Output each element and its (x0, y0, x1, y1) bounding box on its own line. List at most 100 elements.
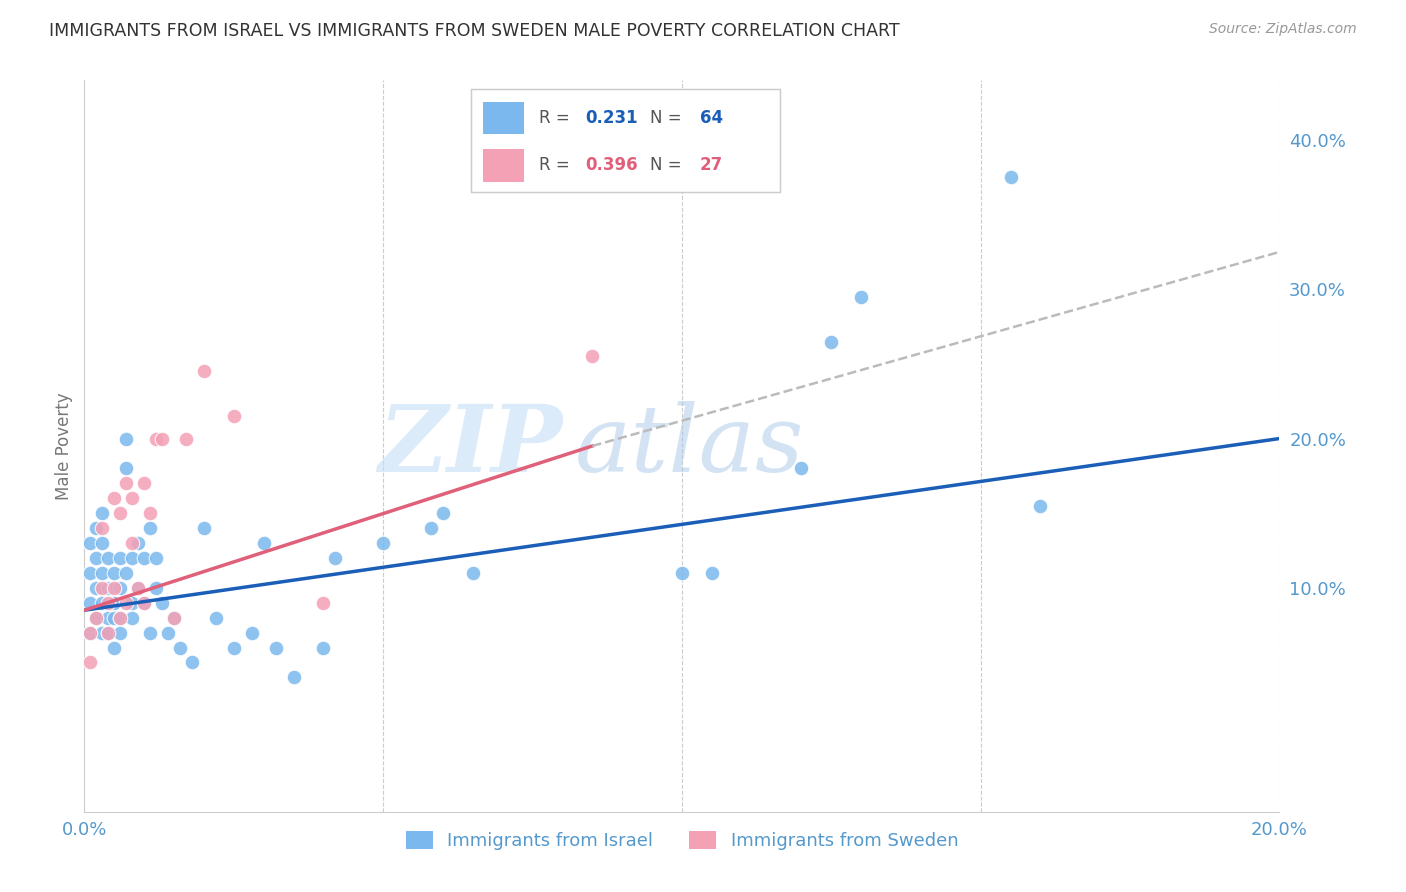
Point (103, 491, 125, 506)
Point (205, 610, 228, 624)
Point (264, 640, 287, 655)
Point (91, 536, 114, 550)
Point (163, 610, 186, 624)
Text: Source: ZipAtlas.com: Source: ZipAtlas.com (1209, 22, 1357, 37)
Point (97, 596, 120, 610)
Point (222, 409, 245, 424)
Point (139, 625, 162, 640)
Point (91, 596, 114, 610)
Point (110, 581, 132, 595)
Point (1000, 170, 1022, 185)
Point (222, 640, 245, 655)
Point (115, 566, 138, 580)
Point (461, 566, 484, 580)
Point (420, 521, 443, 535)
Point (110, 506, 132, 520)
Point (169, 640, 191, 655)
Point (150, 432, 173, 446)
Point (115, 432, 138, 446)
Point (139, 506, 162, 520)
Point (671, 566, 693, 580)
Point (79, 536, 101, 550)
Text: N =: N = (651, 109, 688, 127)
Point (91, 581, 114, 595)
Point (581, 350, 603, 364)
Point (103, 610, 125, 624)
Point (312, 640, 335, 655)
Point (121, 551, 143, 566)
Point (110, 610, 132, 624)
Point (91, 506, 114, 520)
Point (174, 432, 197, 446)
Text: 0.396: 0.396 (585, 156, 638, 174)
Point (312, 596, 335, 610)
Point (139, 521, 162, 535)
Text: 64: 64 (700, 109, 723, 127)
Point (97, 610, 120, 624)
Point (145, 432, 167, 446)
FancyBboxPatch shape (484, 149, 523, 181)
Point (115, 476, 138, 491)
Legend: Immigrants from Israel, Immigrants from Sweden: Immigrants from Israel, Immigrants from … (398, 823, 966, 857)
Point (851, 290, 873, 304)
Point (86, 610, 108, 624)
Point (121, 491, 143, 506)
Point (127, 581, 149, 595)
Point (193, 521, 215, 535)
Point (103, 596, 125, 610)
Point (790, 461, 813, 475)
Point (103, 640, 125, 655)
Text: 27: 27 (700, 156, 723, 174)
Point (121, 596, 143, 610)
Point (132, 551, 156, 566)
Point (86, 581, 108, 595)
Point (91, 521, 114, 535)
Point (110, 625, 132, 640)
Point (79, 625, 101, 640)
Point (1029, 499, 1052, 513)
Point (79, 596, 101, 610)
Point (325, 551, 347, 566)
Point (79, 566, 101, 580)
Text: N =: N = (651, 156, 688, 174)
Point (127, 536, 149, 550)
Point (820, 334, 842, 349)
Point (150, 596, 173, 610)
Point (253, 536, 276, 550)
Point (86, 551, 108, 566)
Point (91, 625, 114, 640)
Point (132, 596, 156, 610)
Point (79, 625, 101, 640)
Point (86, 610, 108, 624)
Text: R =: R = (538, 156, 575, 174)
Point (86, 521, 108, 535)
Point (121, 610, 143, 624)
Point (283, 670, 305, 684)
Point (132, 476, 156, 491)
Text: atlas: atlas (575, 401, 804, 491)
Text: IMMIGRANTS FROM ISRAEL VS IMMIGRANTS FROM SWEDEN MALE POVERTY CORRELATION CHART: IMMIGRANTS FROM ISRAEL VS IMMIGRANTS FRO… (49, 22, 900, 40)
Point (121, 536, 143, 550)
Point (145, 551, 167, 566)
Point (700, 566, 723, 580)
Text: 0.231: 0.231 (585, 109, 638, 127)
Point (181, 656, 204, 670)
Point (145, 581, 167, 595)
Point (97, 581, 120, 595)
Point (97, 625, 120, 640)
Point (79, 656, 101, 670)
Point (132, 596, 156, 610)
Point (432, 506, 454, 520)
Point (97, 625, 120, 640)
Point (103, 566, 125, 580)
Point (103, 581, 125, 595)
Point (115, 596, 138, 610)
Point (163, 610, 186, 624)
Y-axis label: Male Poverty: Male Poverty (55, 392, 73, 500)
Point (110, 551, 132, 566)
Point (240, 625, 263, 640)
Text: ZIP: ZIP (378, 401, 562, 491)
Point (97, 551, 120, 566)
Text: R =: R = (538, 109, 575, 127)
Point (115, 461, 138, 475)
